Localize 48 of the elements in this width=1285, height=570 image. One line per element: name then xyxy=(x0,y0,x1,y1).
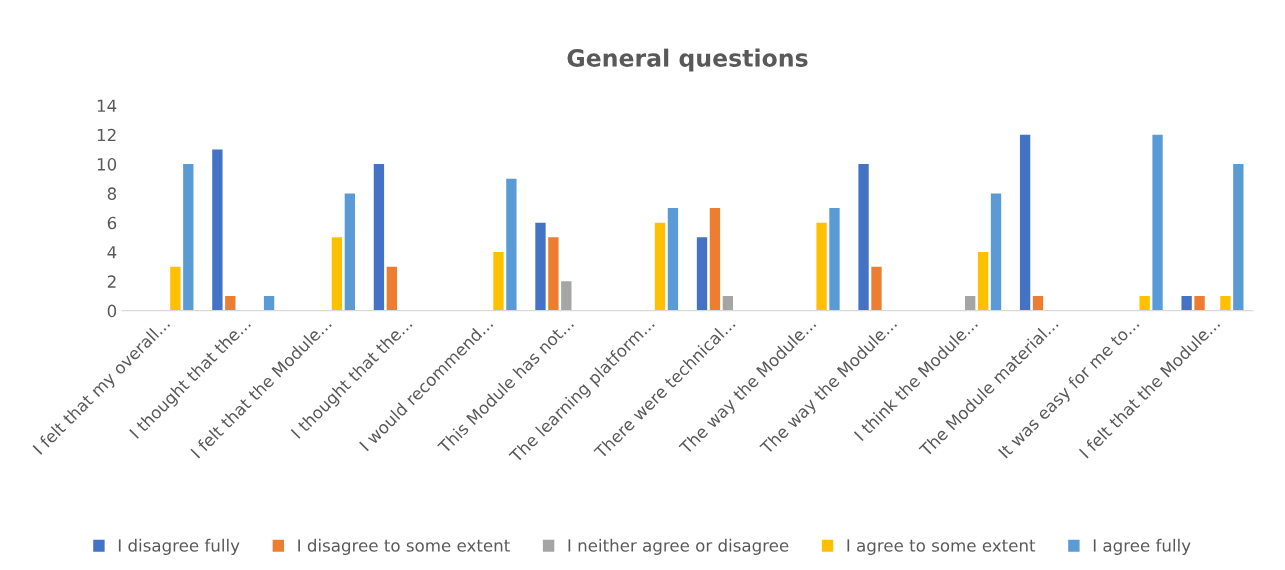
bar xyxy=(225,295,236,311)
bar xyxy=(667,208,679,311)
bar xyxy=(373,164,385,311)
bar xyxy=(722,295,734,311)
y-tick-label: 12 xyxy=(97,128,116,142)
bar xyxy=(1220,295,1231,311)
bar xyxy=(654,222,666,311)
bar xyxy=(977,252,989,311)
bar xyxy=(1181,295,1192,311)
y-tick-label: 14 xyxy=(97,99,117,112)
chart-title: General questions xyxy=(567,48,808,72)
bar xyxy=(1194,295,1205,311)
bar xyxy=(344,193,356,311)
bar xyxy=(816,222,827,311)
bar xyxy=(709,208,721,311)
bar xyxy=(535,222,546,311)
y-tick-label: 10 xyxy=(97,158,117,171)
bar xyxy=(1139,295,1150,311)
y-tick-label: 8 xyxy=(107,187,117,200)
bar xyxy=(990,193,1002,311)
bar xyxy=(965,295,976,311)
y-tick-label: 0 xyxy=(107,304,117,318)
bar xyxy=(183,164,194,311)
bar xyxy=(1233,164,1244,311)
bar xyxy=(871,266,882,311)
legend-label: I agree to some extent xyxy=(847,539,1036,555)
legend-label: I agree fully xyxy=(1093,538,1191,555)
bar xyxy=(493,252,504,311)
bar xyxy=(506,178,517,311)
bar xyxy=(561,281,572,311)
legend-label: I neither agree or disagree xyxy=(568,538,789,555)
bar xyxy=(212,149,223,311)
bar xyxy=(1032,295,1044,311)
bar xyxy=(170,266,181,311)
bar xyxy=(331,237,343,311)
bar xyxy=(829,208,840,311)
bar xyxy=(1019,134,1031,311)
y-tick-label: 2 xyxy=(107,275,116,288)
bar xyxy=(1152,134,1163,311)
bar xyxy=(858,164,869,311)
bar xyxy=(696,237,708,311)
bar xyxy=(548,237,559,311)
bar xyxy=(263,295,275,311)
y-tick-label: 6 xyxy=(107,216,117,230)
y-tick-label: 4 xyxy=(107,246,117,259)
bar xyxy=(386,266,398,311)
legend-label: I disagree fully xyxy=(118,538,240,555)
legend-label: I disagree to some extent xyxy=(298,538,510,555)
